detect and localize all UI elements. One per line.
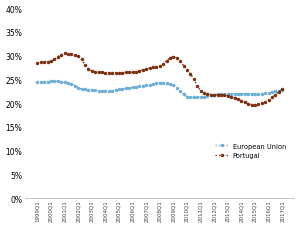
European Union: [93, 90, 97, 92]
Line: Portugal: Portugal: [36, 52, 284, 107]
European Union: [246, 93, 250, 96]
European Union: [280, 89, 284, 92]
Legend: European Union, Portugal: European Union, Portugal: [212, 141, 288, 161]
Portugal: [63, 53, 66, 55]
European Union: [36, 81, 39, 84]
Portugal: [36, 62, 39, 65]
Portugal: [161, 64, 165, 66]
European Union: [161, 82, 165, 85]
Portugal: [243, 101, 247, 104]
European Union: [121, 88, 124, 91]
European Union: [49, 81, 53, 83]
European Union: [263, 92, 267, 95]
Portugal: [250, 104, 253, 106]
European Union: [253, 93, 257, 96]
Portugal: [263, 101, 267, 104]
Line: European Union: European Union: [36, 80, 284, 100]
Portugal: [121, 72, 124, 75]
Portugal: [253, 104, 257, 106]
Portugal: [280, 88, 284, 91]
Portugal: [93, 71, 97, 74]
European Union: [189, 97, 192, 99]
